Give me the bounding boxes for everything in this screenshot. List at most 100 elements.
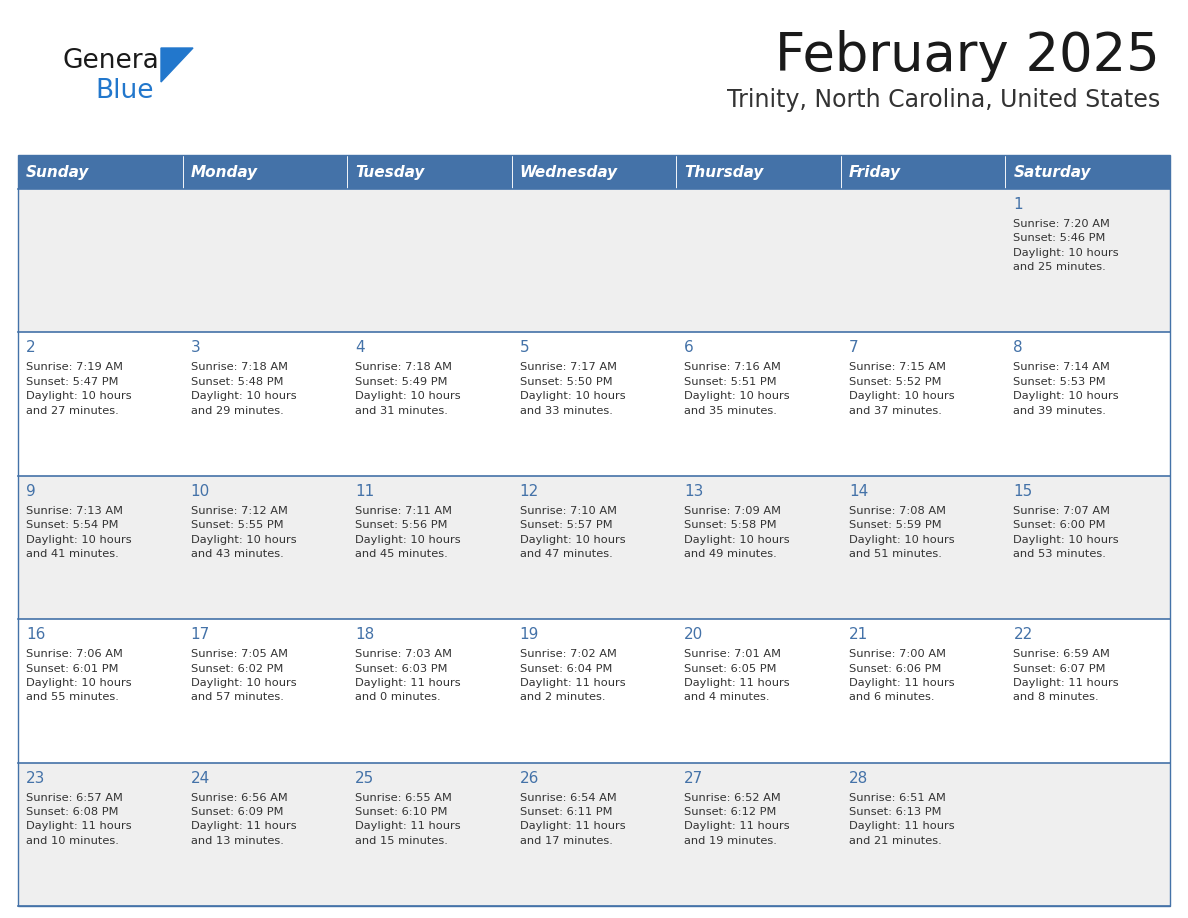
Bar: [18, 332, 183, 476]
Bar: [1005, 155, 1170, 189]
Bar: [347, 332, 512, 476]
Bar: [183, 155, 347, 189]
Text: Sunrise: 7:07 AM
Sunset: 6:00 PM
Daylight: 10 hours
and 53 minutes.: Sunrise: 7:07 AM Sunset: 6:00 PM Dayligh…: [1013, 506, 1119, 559]
Bar: [841, 155, 1005, 189]
Text: Sunrise: 7:08 AM
Sunset: 5:59 PM
Daylight: 10 hours
and 51 minutes.: Sunrise: 7:08 AM Sunset: 5:59 PM Dayligh…: [849, 506, 954, 559]
Bar: [512, 189, 676, 332]
Text: 11: 11: [355, 484, 374, 498]
Text: Sunrise: 7:00 AM
Sunset: 6:06 PM
Daylight: 11 hours
and 6 minutes.: Sunrise: 7:00 AM Sunset: 6:06 PM Dayligh…: [849, 649, 954, 702]
Bar: [18, 476, 183, 620]
Bar: [183, 620, 347, 763]
Text: 26: 26: [519, 770, 539, 786]
Bar: [347, 476, 512, 620]
Bar: [183, 476, 347, 620]
Bar: [18, 189, 183, 332]
Text: Sunrise: 7:02 AM
Sunset: 6:04 PM
Daylight: 11 hours
and 2 minutes.: Sunrise: 7:02 AM Sunset: 6:04 PM Dayligh…: [519, 649, 625, 702]
Bar: [841, 763, 1005, 906]
Bar: [1005, 620, 1170, 763]
Bar: [1005, 763, 1170, 906]
Text: Sunrise: 6:52 AM
Sunset: 6:12 PM
Daylight: 11 hours
and 19 minutes.: Sunrise: 6:52 AM Sunset: 6:12 PM Dayligh…: [684, 792, 790, 845]
Text: Saturday: Saturday: [1013, 164, 1091, 180]
Bar: [18, 155, 1170, 906]
Text: Trinity, North Carolina, United States: Trinity, North Carolina, United States: [727, 88, 1159, 112]
Text: 17: 17: [190, 627, 210, 643]
Text: 1: 1: [1013, 197, 1023, 212]
Text: 27: 27: [684, 770, 703, 786]
Text: Sunrise: 7:20 AM
Sunset: 5:46 PM
Daylight: 10 hours
and 25 minutes.: Sunrise: 7:20 AM Sunset: 5:46 PM Dayligh…: [1013, 219, 1119, 273]
Bar: [676, 763, 841, 906]
Bar: [347, 189, 512, 332]
Text: 8: 8: [1013, 341, 1023, 355]
Bar: [347, 620, 512, 763]
Bar: [347, 155, 512, 189]
Text: 13: 13: [684, 484, 703, 498]
Text: Friday: Friday: [849, 164, 901, 180]
Text: 9: 9: [26, 484, 36, 498]
Text: Sunrise: 6:51 AM
Sunset: 6:13 PM
Daylight: 11 hours
and 21 minutes.: Sunrise: 6:51 AM Sunset: 6:13 PM Dayligh…: [849, 792, 954, 845]
Text: 20: 20: [684, 627, 703, 643]
Bar: [1005, 476, 1170, 620]
Text: Sunrise: 6:56 AM
Sunset: 6:09 PM
Daylight: 11 hours
and 13 minutes.: Sunrise: 6:56 AM Sunset: 6:09 PM Dayligh…: [190, 792, 296, 845]
Text: Wednesday: Wednesday: [519, 164, 618, 180]
Bar: [18, 763, 183, 906]
Text: Sunrise: 7:15 AM
Sunset: 5:52 PM
Daylight: 10 hours
and 37 minutes.: Sunrise: 7:15 AM Sunset: 5:52 PM Dayligh…: [849, 363, 954, 416]
Text: 16: 16: [26, 627, 45, 643]
Bar: [841, 332, 1005, 476]
Text: 18: 18: [355, 627, 374, 643]
Bar: [512, 476, 676, 620]
Text: Blue: Blue: [95, 78, 153, 104]
Text: 21: 21: [849, 627, 868, 643]
Text: 4: 4: [355, 341, 365, 355]
Text: Sunrise: 7:13 AM
Sunset: 5:54 PM
Daylight: 10 hours
and 41 minutes.: Sunrise: 7:13 AM Sunset: 5:54 PM Dayligh…: [26, 506, 132, 559]
Bar: [676, 620, 841, 763]
Text: General: General: [62, 48, 166, 74]
Text: 3: 3: [190, 341, 201, 355]
Text: Sunrise: 7:06 AM
Sunset: 6:01 PM
Daylight: 10 hours
and 55 minutes.: Sunrise: 7:06 AM Sunset: 6:01 PM Dayligh…: [26, 649, 132, 702]
Text: 6: 6: [684, 341, 694, 355]
Text: 2: 2: [26, 341, 36, 355]
Text: 23: 23: [26, 770, 45, 786]
Text: 28: 28: [849, 770, 868, 786]
Polygon shape: [162, 48, 192, 82]
Text: 5: 5: [519, 341, 530, 355]
Bar: [676, 189, 841, 332]
Text: 24: 24: [190, 770, 210, 786]
Bar: [841, 476, 1005, 620]
Bar: [183, 763, 347, 906]
Bar: [512, 620, 676, 763]
Text: Sunrise: 7:01 AM
Sunset: 6:05 PM
Daylight: 11 hours
and 4 minutes.: Sunrise: 7:01 AM Sunset: 6:05 PM Dayligh…: [684, 649, 790, 702]
Bar: [183, 189, 347, 332]
Text: Sunrise: 6:55 AM
Sunset: 6:10 PM
Daylight: 11 hours
and 15 minutes.: Sunrise: 6:55 AM Sunset: 6:10 PM Dayligh…: [355, 792, 461, 845]
Text: Sunrise: 7:18 AM
Sunset: 5:48 PM
Daylight: 10 hours
and 29 minutes.: Sunrise: 7:18 AM Sunset: 5:48 PM Dayligh…: [190, 363, 296, 416]
Bar: [347, 763, 512, 906]
Text: Sunrise: 6:57 AM
Sunset: 6:08 PM
Daylight: 11 hours
and 10 minutes.: Sunrise: 6:57 AM Sunset: 6:08 PM Dayligh…: [26, 792, 132, 845]
Text: 15: 15: [1013, 484, 1032, 498]
Bar: [841, 189, 1005, 332]
Bar: [841, 620, 1005, 763]
Text: 22: 22: [1013, 627, 1032, 643]
Text: 14: 14: [849, 484, 868, 498]
Text: Sunrise: 7:14 AM
Sunset: 5:53 PM
Daylight: 10 hours
and 39 minutes.: Sunrise: 7:14 AM Sunset: 5:53 PM Dayligh…: [1013, 363, 1119, 416]
Text: 12: 12: [519, 484, 539, 498]
Bar: [18, 155, 183, 189]
Text: 19: 19: [519, 627, 539, 643]
Text: Sunrise: 7:10 AM
Sunset: 5:57 PM
Daylight: 10 hours
and 47 minutes.: Sunrise: 7:10 AM Sunset: 5:57 PM Dayligh…: [519, 506, 625, 559]
Text: Sunrise: 7:09 AM
Sunset: 5:58 PM
Daylight: 10 hours
and 49 minutes.: Sunrise: 7:09 AM Sunset: 5:58 PM Dayligh…: [684, 506, 790, 559]
Text: Monday: Monday: [190, 164, 258, 180]
Text: Sunrise: 6:54 AM
Sunset: 6:11 PM
Daylight: 11 hours
and 17 minutes.: Sunrise: 6:54 AM Sunset: 6:11 PM Dayligh…: [519, 792, 625, 845]
Bar: [676, 476, 841, 620]
Bar: [512, 763, 676, 906]
Bar: [1005, 332, 1170, 476]
Text: Sunrise: 7:05 AM
Sunset: 6:02 PM
Daylight: 10 hours
and 57 minutes.: Sunrise: 7:05 AM Sunset: 6:02 PM Dayligh…: [190, 649, 296, 702]
Text: Sunrise: 7:12 AM
Sunset: 5:55 PM
Daylight: 10 hours
and 43 minutes.: Sunrise: 7:12 AM Sunset: 5:55 PM Dayligh…: [190, 506, 296, 559]
Bar: [1005, 189, 1170, 332]
Bar: [512, 155, 676, 189]
Text: 25: 25: [355, 770, 374, 786]
Bar: [676, 155, 841, 189]
Text: 7: 7: [849, 341, 859, 355]
Text: Tuesday: Tuesday: [355, 164, 424, 180]
Text: Sunday: Sunday: [26, 164, 89, 180]
Text: Thursday: Thursday: [684, 164, 764, 180]
Bar: [18, 620, 183, 763]
Text: February 2025: February 2025: [776, 30, 1159, 82]
